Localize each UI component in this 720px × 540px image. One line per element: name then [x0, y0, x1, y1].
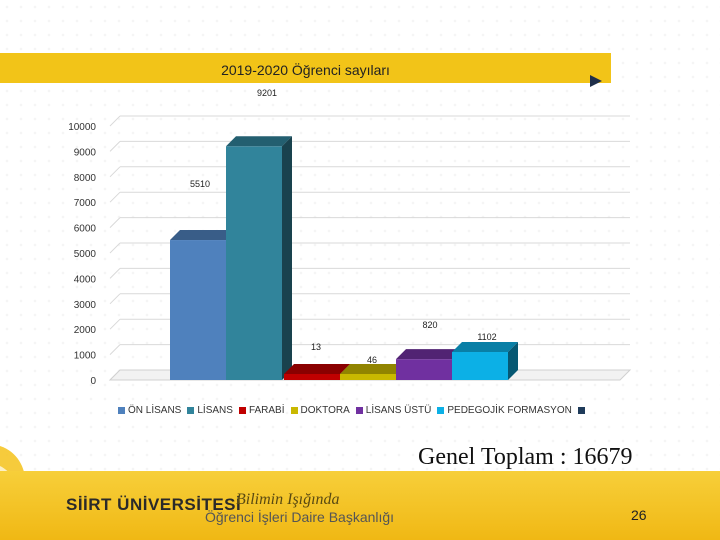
- data-label: 1102: [477, 332, 496, 342]
- university-motto: Bilimin Işığında: [236, 491, 340, 508]
- gridline-depth: [109, 191, 121, 203]
- legend-swatch: [118, 406, 125, 414]
- legend-label: ÖN LİSANS: [128, 404, 182, 416]
- gridline-depth: [109, 115, 121, 127]
- arrow-right-icon: [590, 75, 602, 87]
- y-tick-label: 3000: [74, 300, 97, 311]
- gridline-depth: [109, 344, 121, 355]
- y-tick-label: 7000: [74, 198, 97, 209]
- legend-label: PEDEGOJİK FORMASYON: [447, 404, 572, 416]
- bar-top-3: [340, 364, 406, 374]
- bar-side-1: [282, 136, 292, 380]
- gridline-depth: [109, 318, 121, 330]
- data-label: 5510: [190, 179, 210, 189]
- data-label: 9201: [257, 88, 277, 98]
- bar-top-5: [452, 342, 518, 353]
- legend-end-swatch: [577, 406, 585, 414]
- gridline-depth: [109, 242, 121, 254]
- bar-4: [396, 359, 452, 380]
- data-label: 46: [367, 355, 377, 365]
- page-number: 26: [631, 507, 647, 523]
- legend-label: LİSANS: [197, 404, 233, 416]
- legend-swatch: [290, 406, 298, 414]
- legend-swatch: [437, 406, 445, 414]
- y-tick-label: 1000: [74, 351, 97, 362]
- data-label: 820: [422, 320, 437, 330]
- university-logo-text: SİİRT ÜNİVERSİTESİ: [66, 495, 242, 514]
- bar-top-0: [170, 230, 236, 241]
- legend-entry: FARABİ: [238, 404, 285, 416]
- bar-1: [226, 146, 282, 380]
- data-label: 13: [311, 342, 321, 352]
- y-tick-label: 9000: [74, 147, 97, 158]
- y-tick-label: 6000: [74, 224, 97, 235]
- department-name: Öğrenci İşleri Daire Başkanlığı: [205, 509, 395, 525]
- y-tick-label: 4000: [74, 274, 97, 285]
- legend-swatch: [238, 406, 246, 414]
- bar-top-1: [226, 136, 292, 147]
- legend-entry: DOKTORA: [290, 404, 350, 416]
- legend-entry: PEDEGOJİK FORMASYON: [437, 404, 572, 416]
- bar-side-5: [508, 342, 518, 380]
- gridline-depth: [109, 141, 121, 152]
- legend-entry: LİSANS: [187, 405, 233, 416]
- legend-label: LİSANS ÜSTÜ: [365, 404, 432, 416]
- y-tick-label: 2000: [74, 325, 97, 336]
- legend-swatch: [187, 406, 195, 414]
- legend-entry: LİSANS ÜSTÜ: [355, 404, 432, 416]
- y-tick-label: 8000: [74, 173, 97, 184]
- legend-label: FARABİ: [248, 404, 285, 416]
- bar-2: [284, 374, 340, 380]
- bar-0: [170, 240, 226, 380]
- bar-top-4: [396, 349, 462, 360]
- gridline-depth: [109, 268, 121, 279]
- gridline-depth: [109, 293, 121, 305]
- total-text: Genel Toplam : 16679: [418, 444, 633, 470]
- footer-band: SİİRT ÜNİVERSİTESİ Bilimin Işığında Öğre…: [0, 471, 720, 540]
- legend-swatch: [355, 406, 363, 414]
- chart-title-band: 2019-2020 Öğrenci sayıları: [0, 53, 611, 83]
- y-tick-label: 10000: [68, 122, 96, 133]
- chart-legend: ÖN LİSANS LİSANS FARABİ DOKTORA LİSANS ÜSTÜ P…: [118, 403, 588, 417]
- bar-5: [452, 352, 508, 380]
- gridline-depth: [109, 217, 121, 228]
- chart-title: 2019-2020 Öğrenci sayıları: [221, 62, 390, 78]
- y-tick-label: 5000: [74, 249, 97, 260]
- bar-3: [340, 374, 396, 380]
- gridline-depth: [109, 166, 121, 178]
- legend-entry: ÖN LİSANS: [118, 405, 181, 416]
- y-tick-label: 0: [90, 376, 96, 387]
- bar-top-2: [284, 364, 350, 374]
- legend-label: DOKTORA: [300, 404, 350, 416]
